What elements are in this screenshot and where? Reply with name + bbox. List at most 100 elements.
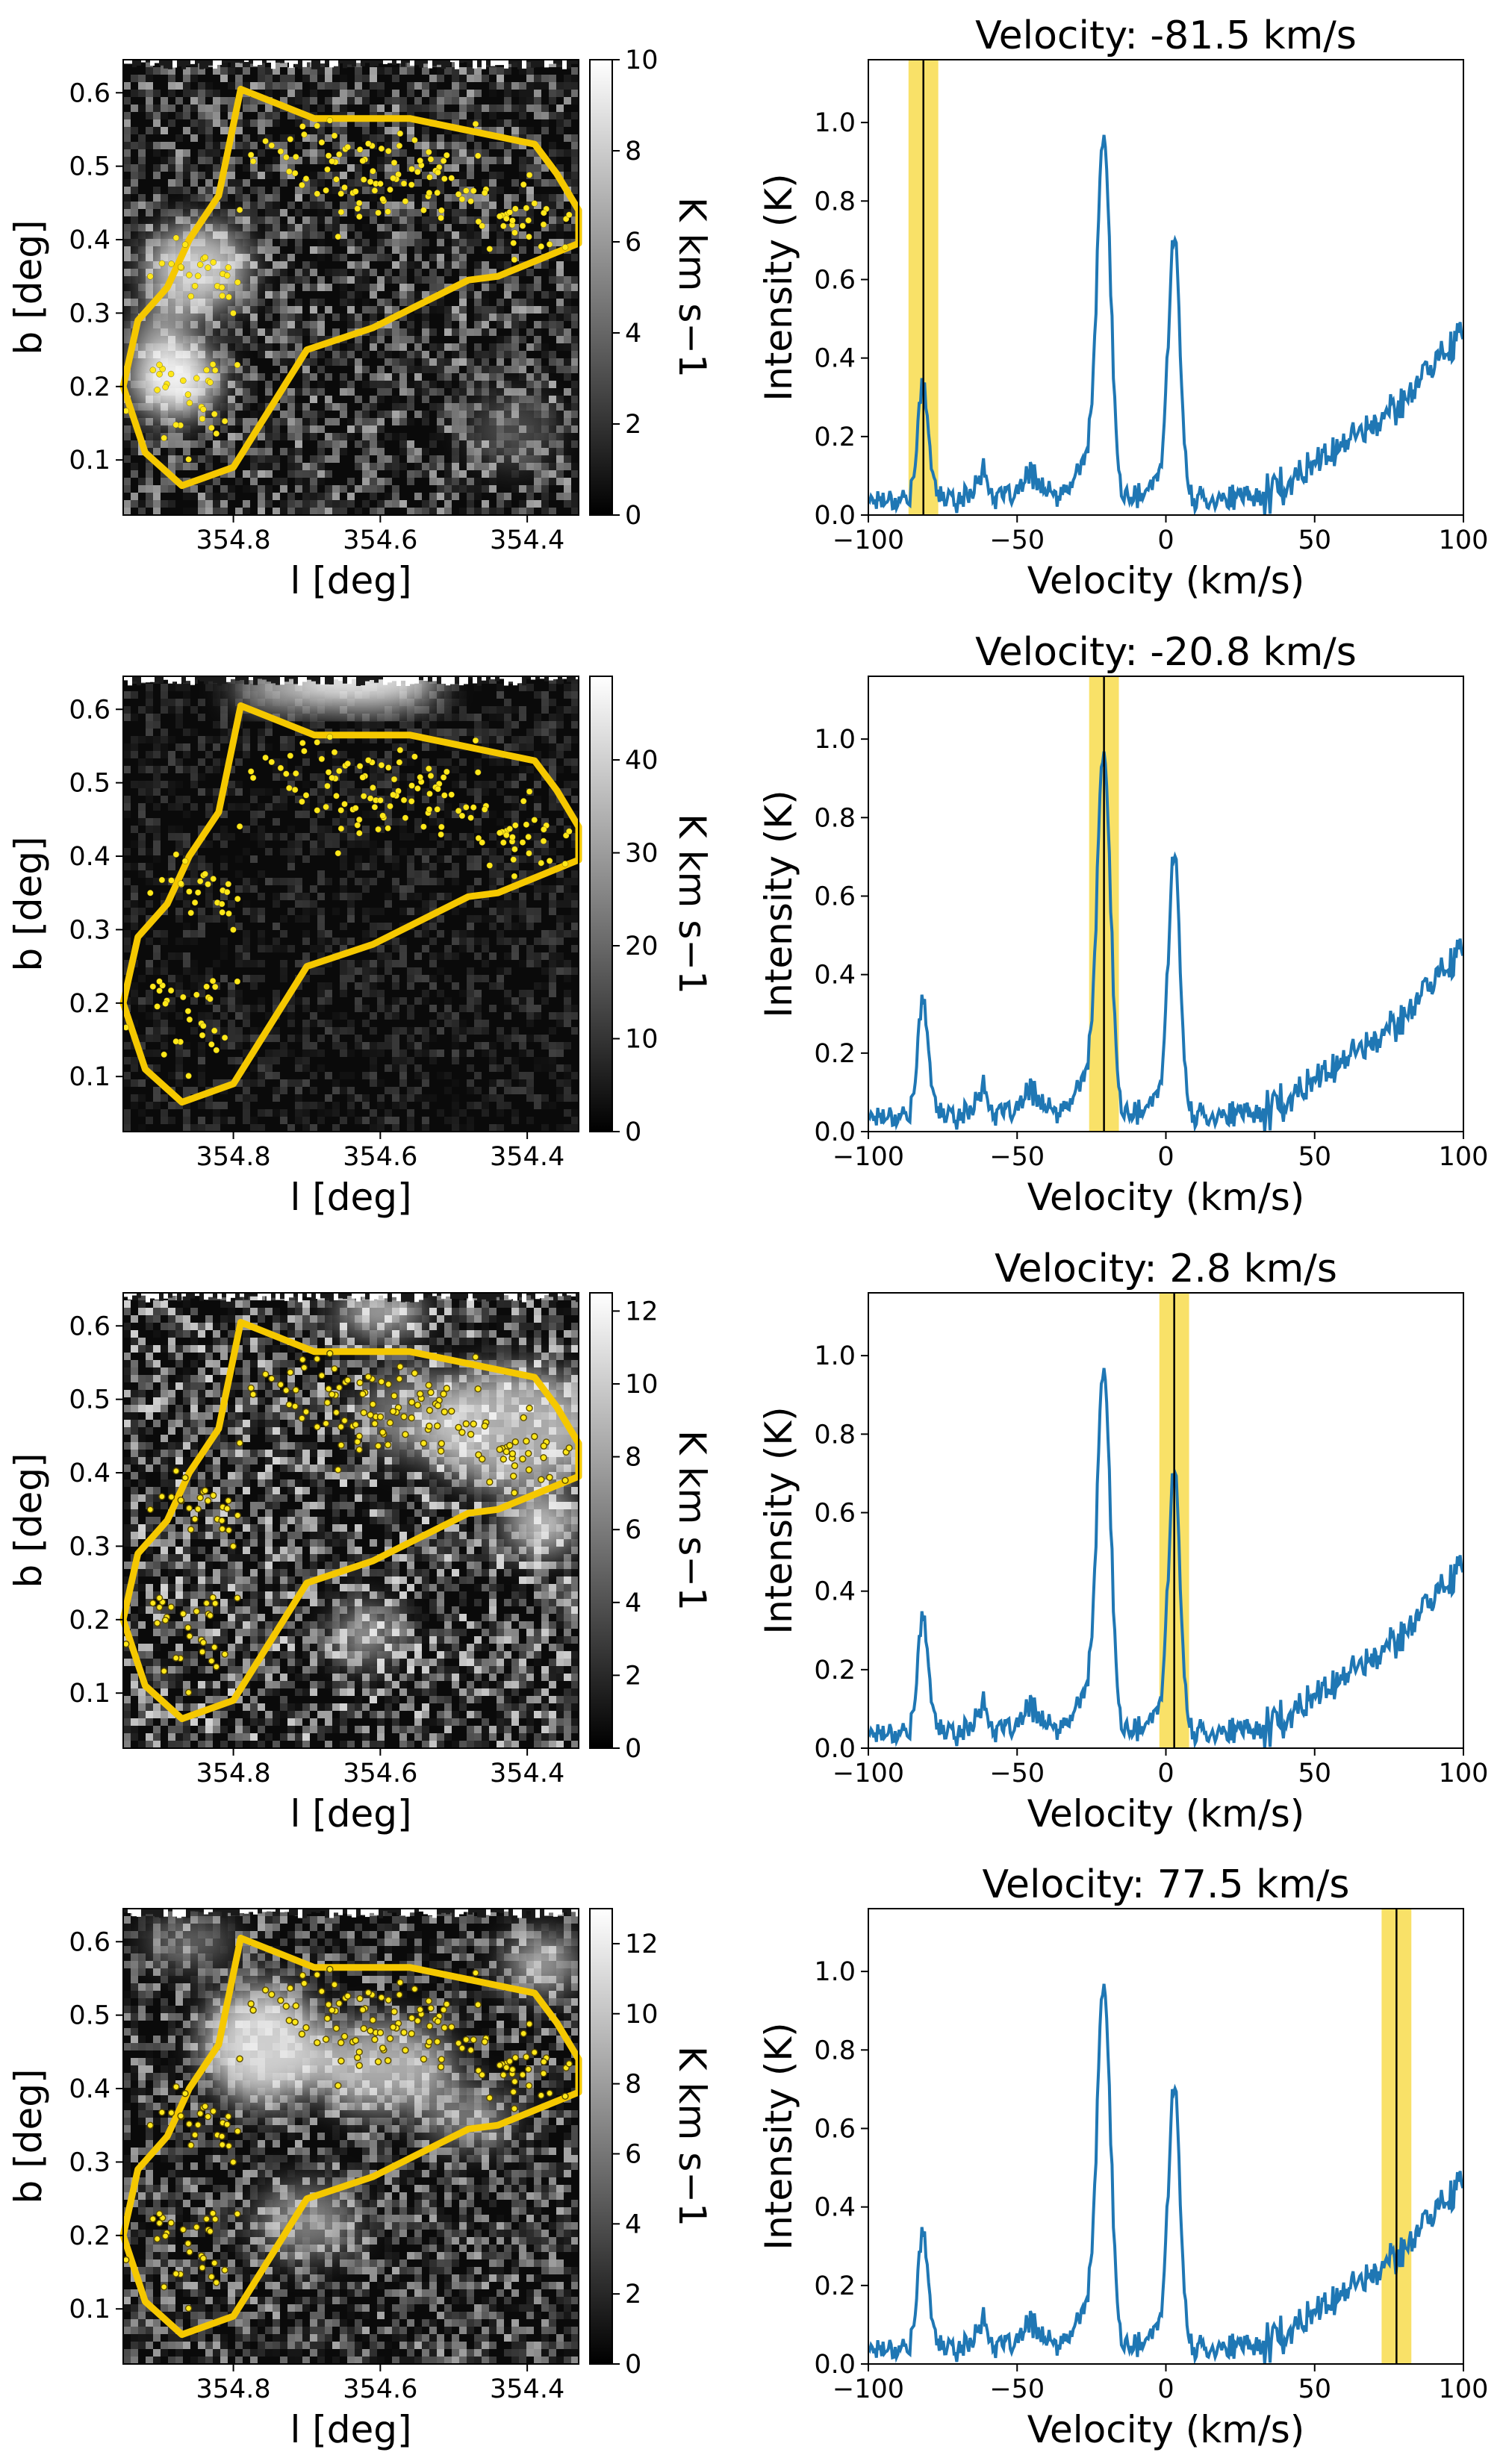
noise-pixel [437,112,444,119]
noise-pixel [190,336,198,343]
noise-pixel [243,381,250,388]
noise-pixel [526,343,534,351]
noise-pixel [340,433,347,440]
source-marker [314,739,320,746]
noise-pixel [153,418,161,425]
noise-pixel [504,202,511,209]
noise-pixel [235,433,243,440]
noise-pixel [385,1005,392,1012]
noise-pixel [422,796,429,803]
noise-pixel [220,425,228,433]
noise-pixel [123,261,131,269]
noise-pixel [205,1124,213,1132]
noise-pixel [497,493,504,500]
noise-pixel [273,306,280,314]
edge-pixel [432,676,437,682]
noise-pixel [258,411,265,418]
noise-pixel [347,425,355,433]
noise-pixel [452,119,459,127]
noise-pixel [385,967,392,975]
noise-pixel [452,246,459,254]
noise-pixel [340,179,347,187]
noise-pixel [534,863,541,870]
noise-pixel [205,328,213,336]
edge-pixel [164,676,168,680]
source-marker [333,793,340,799]
source-marker [512,205,519,212]
noise-pixel [295,997,302,1005]
noise-pixel [228,358,235,366]
colorbar-tick-label: 0 [625,1117,641,1147]
noise-pixel [362,411,370,418]
noise-pixel [399,373,407,381]
noise-pixel [459,1109,467,1117]
noise-pixel [482,485,489,493]
noise-pixel [497,299,504,306]
noise-pixel [511,321,519,328]
noise-pixel [564,743,571,751]
noise-pixel [571,157,579,164]
noise-pixel [497,684,504,691]
noise-pixel [213,736,220,743]
noise-pixel [198,736,205,743]
noise-pixel [138,706,146,714]
noise-pixel [437,796,444,803]
noise-pixel [519,202,526,209]
noise-pixel [273,358,280,366]
noise-pixel [474,463,482,470]
noise-pixel [564,975,571,982]
source-marker [387,802,393,810]
noise-pixel [190,930,198,938]
noise-pixel [541,721,549,729]
noise-pixel [534,714,541,721]
noise-pixel [489,1064,497,1072]
noise-pixel [556,343,564,351]
noise-pixel [437,411,444,418]
source-marker [426,765,432,773]
noise-pixel [504,321,511,328]
noise-pixel [220,878,228,885]
noise-pixel [265,500,273,508]
noise-pixel [556,766,564,773]
noise-pixel [302,425,310,433]
noise-pixel [534,1102,541,1109]
noise-pixel [370,788,377,796]
noise-pixel [310,493,317,500]
noise-pixel [444,90,452,97]
noise-pixel [265,90,273,97]
noise-pixel [220,833,228,840]
colorbar-tick-label: 6 [625,228,641,258]
noise-pixel [250,982,258,990]
source-marker [210,259,217,266]
noise-pixel [123,224,131,231]
source-marker [323,187,329,194]
source-marker [470,804,477,811]
noise-pixel [355,314,362,321]
noise-pixel [168,982,175,990]
noise-pixel [228,923,235,930]
noise-pixel [549,967,556,975]
noise-pixel [370,930,377,938]
noise-pixel [168,209,175,216]
noise-pixel [571,721,579,729]
source-marker [286,785,293,792]
noise-pixel [131,216,138,224]
noise-pixel [220,75,228,82]
noise-pixel [571,781,579,788]
noise-pixel [549,179,556,187]
noise-pixel [213,1102,220,1109]
noise-pixel [161,216,168,224]
noise-pixel [459,485,467,493]
noise-pixel [123,714,131,721]
source-marker [540,221,547,228]
noise-pixel [161,781,168,788]
source-marker [520,798,527,805]
noise-pixel [317,351,325,358]
noise-pixel [362,134,370,142]
noise-pixel [556,1064,564,1072]
noise-pixel [220,60,228,67]
edge-pixel [388,60,392,63]
noise-pixel [549,848,556,855]
noise-pixel [504,493,511,500]
noise-pixel [370,878,377,885]
